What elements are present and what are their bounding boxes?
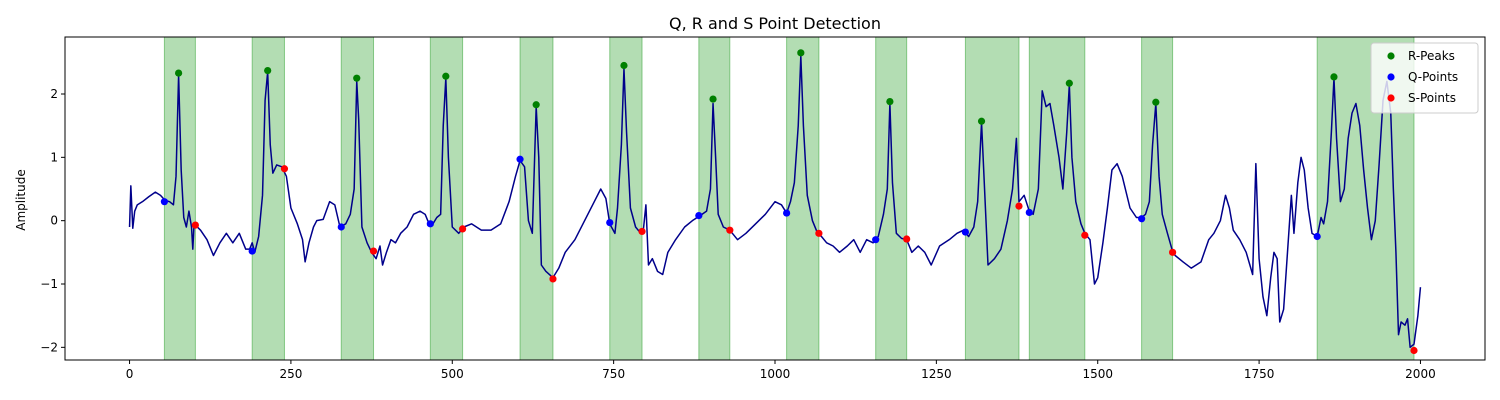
s-point xyxy=(903,235,911,243)
plot-area: 0 250 500 750 1000 1250 1500 1750 2000 −2 −1 0 1 2 xyxy=(40,36,1486,381)
q-point xyxy=(695,212,703,220)
x-tick-label: 0 xyxy=(126,367,134,381)
y-tick-label: 1 xyxy=(50,150,58,164)
x-tick-label: 2000 xyxy=(1405,367,1436,381)
s-point xyxy=(1169,248,1177,256)
q-point xyxy=(1025,208,1033,217)
signal xyxy=(128,55,1422,349)
s-point xyxy=(1015,202,1023,210)
q-point xyxy=(872,236,880,244)
y-axis-label: Amplitude xyxy=(14,169,28,231)
s-point xyxy=(280,165,289,173)
r-peak-point xyxy=(709,95,717,103)
qrs-region xyxy=(698,37,731,360)
x-tick-label: 1000 xyxy=(760,367,791,381)
legend-label: Q-Points xyxy=(1408,70,1458,84)
q-point xyxy=(516,155,524,163)
x-tick-label: 1250 xyxy=(921,367,952,381)
r-peak-point xyxy=(1065,79,1073,87)
chart-title: Q, R and S Point Detection xyxy=(669,14,881,33)
y-tick-label: 2 xyxy=(50,87,58,101)
q-point xyxy=(961,228,970,236)
s-point xyxy=(549,275,557,283)
s-point xyxy=(369,247,378,255)
q-point xyxy=(606,218,614,227)
legend: R-Peaks Q-Points S-Points xyxy=(1370,42,1479,114)
s-point xyxy=(191,221,199,229)
signal-line xyxy=(128,55,1422,349)
x-axis: 0 250 500 750 1000 1250 1500 1750 2000 xyxy=(126,360,1436,381)
legend-marker xyxy=(1387,94,1395,102)
r-peak-point xyxy=(1152,98,1160,106)
r-peak-point xyxy=(532,101,540,109)
detected-points xyxy=(160,49,1418,355)
qrs-region xyxy=(1141,37,1174,360)
r-peak-point xyxy=(1330,73,1338,81)
x-tick-label: 250 xyxy=(279,367,302,381)
qrs-region xyxy=(163,37,196,360)
r-peak-point xyxy=(797,49,805,57)
y-tick-label: 0 xyxy=(50,214,58,228)
r-peak-point xyxy=(620,61,628,70)
qrs-region xyxy=(1028,37,1086,360)
r-peak-point xyxy=(886,98,894,106)
r-peak-point xyxy=(442,72,450,80)
s-point xyxy=(1410,346,1418,355)
legend-label: S-Points xyxy=(1408,91,1456,105)
r-peak-point xyxy=(175,69,183,77)
q-point xyxy=(426,220,434,228)
x-tick-label: 1750 xyxy=(1244,367,1275,381)
x-tick-label: 750 xyxy=(602,367,625,381)
qrs-region xyxy=(609,37,643,360)
y-tick-label: −2 xyxy=(40,340,58,354)
x-tick-label: 1500 xyxy=(1082,367,1113,381)
q-point xyxy=(1138,215,1146,223)
legend-marker xyxy=(1387,52,1395,60)
qrs-region xyxy=(519,37,554,360)
s-point xyxy=(815,229,823,237)
s-point xyxy=(459,225,467,233)
q-point xyxy=(248,247,256,255)
legend-label: R-Peaks xyxy=(1408,49,1455,63)
s-point xyxy=(1081,231,1089,239)
r-peak-point xyxy=(353,74,361,82)
y-axis: −2 −1 0 1 2 xyxy=(40,87,65,354)
q-point xyxy=(337,223,345,231)
x-tick-label: 500 xyxy=(441,367,464,381)
s-point xyxy=(726,226,734,234)
s-point xyxy=(638,227,646,236)
r-peak-point xyxy=(264,66,272,75)
qrs-region xyxy=(875,37,908,360)
legend-box xyxy=(1370,42,1479,114)
q-point xyxy=(1313,232,1321,241)
q-point xyxy=(783,209,791,217)
r-peak-point xyxy=(977,117,986,125)
q-point xyxy=(160,198,168,206)
y-tick-label: −1 xyxy=(40,277,58,291)
legend-marker xyxy=(1387,73,1395,81)
